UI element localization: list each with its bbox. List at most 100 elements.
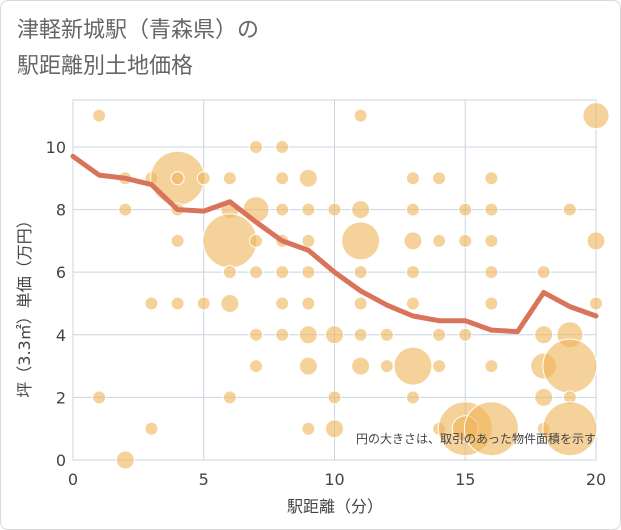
data-bubble bbox=[586, 231, 606, 251]
data-bubble bbox=[432, 359, 447, 374]
data-bubble bbox=[115, 450, 135, 470]
data-bubble bbox=[353, 108, 368, 123]
data-bubble bbox=[562, 202, 577, 217]
data-bubble bbox=[275, 327, 290, 342]
data-bubble bbox=[341, 221, 381, 261]
data-bubble bbox=[484, 359, 499, 374]
data-bubble bbox=[589, 296, 603, 311]
data-bubble bbox=[301, 233, 316, 248]
data-bubble bbox=[432, 327, 447, 342]
data-bubble bbox=[144, 421, 159, 436]
data-bubble bbox=[275, 202, 290, 217]
data-bubble bbox=[196, 296, 211, 311]
x-tick-label: 5 bbox=[199, 470, 209, 489]
trend-line-layer bbox=[70, 153, 599, 335]
data-bubble bbox=[325, 419, 344, 439]
data-bubble bbox=[222, 171, 237, 186]
data-bubble bbox=[458, 233, 473, 248]
data-bubble bbox=[325, 325, 344, 345]
data-bubble bbox=[582, 102, 610, 130]
y-axis-title: 坪（3.3㎡）単価（万円） bbox=[15, 212, 34, 397]
data-bubble bbox=[353, 327, 368, 342]
data-bubble bbox=[249, 139, 264, 154]
data-bubble bbox=[249, 359, 264, 374]
x-axis-title: 駅距離（分） bbox=[287, 497, 383, 516]
bubble-size-note: 円の大きさは、取引のあった物件面積を示す bbox=[356, 431, 596, 446]
data-bubble bbox=[405, 202, 420, 217]
bubbles bbox=[92, 102, 610, 470]
data-bubble bbox=[249, 265, 264, 280]
data-bubble bbox=[275, 171, 290, 186]
data-bubble bbox=[405, 265, 420, 280]
y-tick-label: 8 bbox=[56, 201, 66, 220]
data-bubble bbox=[327, 390, 342, 405]
data-bubble bbox=[249, 327, 264, 342]
data-bubble bbox=[298, 168, 318, 188]
data-bubble bbox=[351, 200, 371, 220]
data-bubble bbox=[534, 387, 554, 407]
data-bubble bbox=[484, 265, 499, 280]
x-tick-label: 15 bbox=[455, 470, 475, 489]
y-tick-label: 0 bbox=[56, 451, 66, 470]
data-bubble bbox=[220, 293, 240, 313]
data-bubble bbox=[301, 265, 316, 280]
data-bubble bbox=[405, 390, 420, 405]
data-bubble bbox=[351, 356, 371, 376]
data-bubble bbox=[301, 202, 316, 217]
data-bubble bbox=[484, 202, 499, 217]
data-bubble bbox=[196, 171, 211, 186]
data-bubble bbox=[542, 401, 598, 457]
chart-title: 津軽新城駅（青森県）の 駅距離別土地価格 bbox=[17, 13, 437, 85]
data-bubble bbox=[536, 265, 551, 280]
data-bubble bbox=[463, 401, 519, 457]
chart-title-line1: 津軽新城駅（青森県）の bbox=[17, 18, 260, 43]
x-tick-label: 10 bbox=[324, 470, 344, 489]
data-bubble bbox=[458, 327, 473, 342]
data-bubble bbox=[249, 233, 264, 248]
y-tick-label: 10 bbox=[46, 138, 66, 157]
data-bubble bbox=[222, 390, 237, 405]
y-tick-label: 6 bbox=[56, 263, 66, 282]
data-bubble bbox=[298, 325, 318, 345]
data-bubble bbox=[458, 202, 473, 217]
plot-border bbox=[72, 99, 597, 461]
data-bubble bbox=[405, 296, 420, 311]
trend-line bbox=[70, 153, 599, 335]
data-bubble bbox=[275, 139, 290, 154]
data-bubble bbox=[301, 421, 316, 436]
data-bubble bbox=[353, 265, 368, 280]
chart-title-line2: 駅距離別土地価格 bbox=[17, 54, 194, 79]
y-tick-label: 4 bbox=[56, 326, 66, 345]
data-bubble bbox=[403, 231, 423, 251]
data-bubble bbox=[327, 202, 342, 217]
data-bubble bbox=[144, 296, 159, 311]
data-bubble bbox=[170, 233, 185, 248]
data-bubble bbox=[542, 338, 598, 394]
data-bubble bbox=[432, 233, 447, 248]
data-bubble bbox=[484, 171, 499, 186]
data-bubble bbox=[242, 196, 270, 224]
data-bubble bbox=[379, 359, 394, 374]
data-bubble bbox=[393, 346, 433, 386]
data-bubble bbox=[170, 296, 185, 311]
data-bubble bbox=[118, 202, 133, 217]
data-bubble bbox=[534, 325, 554, 345]
x-tick-label: 0 bbox=[68, 470, 78, 489]
x-tick-label: 20 bbox=[586, 470, 606, 489]
data-bubble bbox=[432, 171, 447, 186]
data-bubble bbox=[202, 213, 258, 269]
data-bubble bbox=[379, 327, 394, 342]
data-bubble bbox=[275, 296, 290, 311]
data-bubble bbox=[353, 296, 368, 311]
grid-lines bbox=[72, 99, 597, 461]
data-bubble bbox=[298, 356, 318, 376]
data-bubble bbox=[405, 171, 420, 186]
data-bubble bbox=[92, 390, 107, 405]
data-bubble bbox=[222, 265, 237, 280]
axis-ticks: 0 5 10 15 20 0 2 4 6 8 10 bbox=[46, 138, 607, 489]
data-bubble bbox=[301, 296, 316, 311]
data-bubble bbox=[484, 296, 499, 311]
data-bubble bbox=[484, 233, 499, 248]
